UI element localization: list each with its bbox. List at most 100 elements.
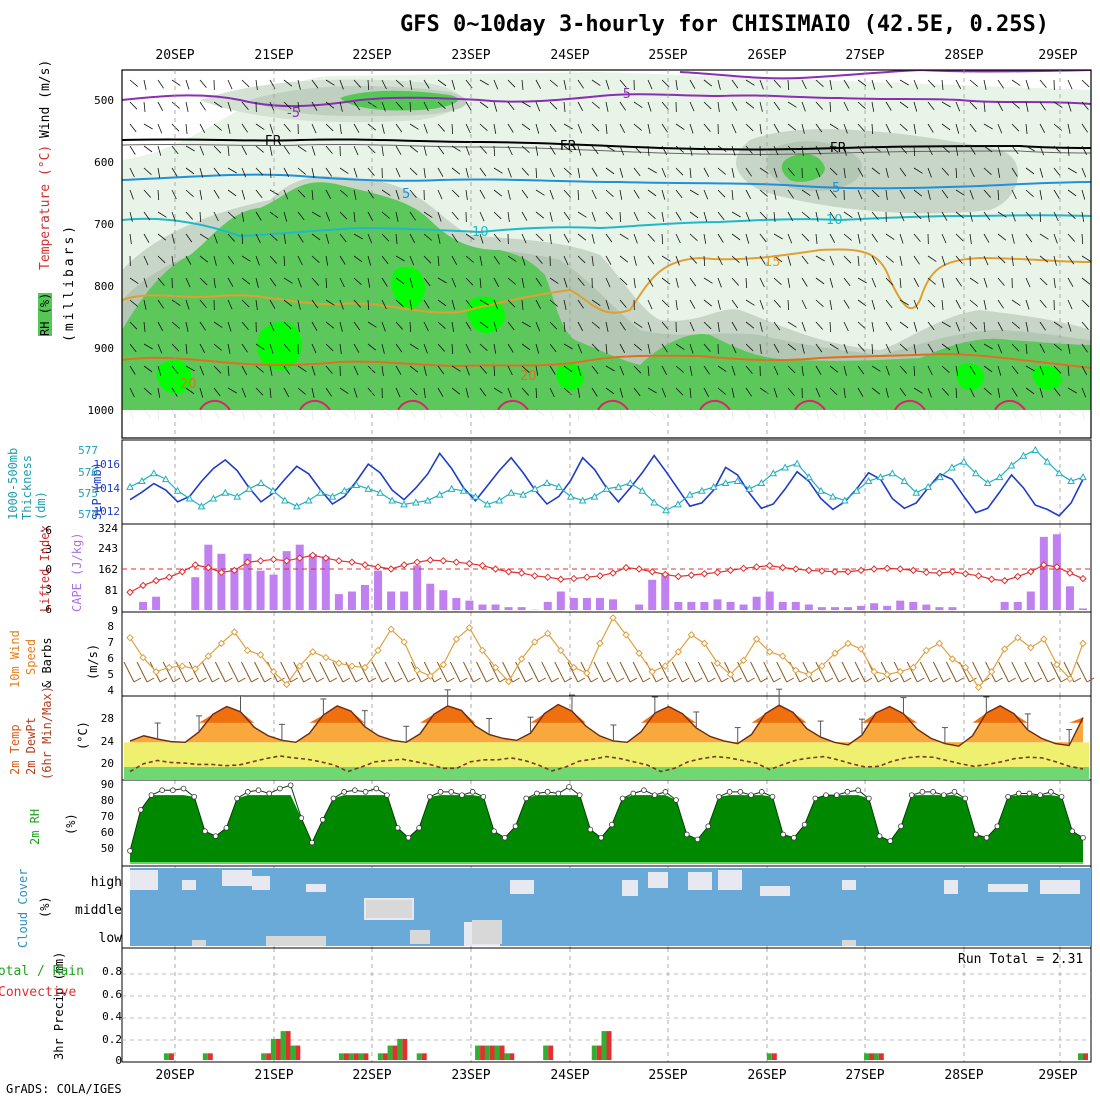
wind-speed-point-20 [387,625,395,633]
upper-barb-327 [843,167,846,178]
upper-barb-119 [829,101,832,113]
upper-barb-49 [815,79,824,87]
cape-bar-63 [948,607,957,610]
upper-barb-752 [997,299,1004,309]
rh-point-67 [844,789,851,795]
footer-credit: GrADS: COLA/IGES [6,1082,122,1096]
upper-barb-456 [717,211,725,221]
contour-label-3: FR [830,141,847,156]
upper-barb-276 [129,167,135,178]
rh-point-30 [448,789,455,795]
upper-barb-701 [283,299,293,307]
upper-barb-339 [1011,167,1018,177]
lifted-index-point-44 [700,570,709,578]
lifted-index-point-0 [126,588,134,596]
upper-barb-437 [451,211,459,220]
upper-barb-907 [269,365,273,376]
wind-barb-flag-7 [225,677,233,683]
upper-barb-470 [913,211,922,220]
wind-barb-flag-19 [381,677,390,683]
upper-barb-328 [857,167,864,177]
upper-barb-322 [773,167,778,178]
upper-barb-797 [661,321,669,330]
upper-barb-871 [731,343,737,354]
thickness-point-2 [149,469,158,477]
upper-barb-567 [339,255,346,265]
cape-bar-54 [830,607,839,610]
upper-barb-172 [605,123,608,134]
cape-bar-45 [713,599,722,610]
upper-barb-896 [1081,343,1088,353]
wind-barb-flag-31 [538,677,546,683]
upper-barb-136 [1067,101,1072,112]
cape-bar-49 [765,591,774,610]
lifted-index-point-62 [935,569,944,577]
upper-barb-932 [619,365,625,376]
upper-barb-174 [633,123,642,131]
upper-barb-107 [661,101,669,110]
upper-barb-436 [437,211,442,222]
upper-barb-857 [535,343,540,354]
upper-barb-260 [871,145,881,152]
upper-barb-1030 [1025,387,1035,395]
upper-barb-25 [479,79,489,86]
upper-barb-843 [339,343,342,354]
upper-barb-125 [913,101,918,112]
upper-barb-828 [129,343,137,353]
upper-barb-443 [535,211,545,219]
upper-barb-12 [297,79,301,90]
upper-barb-606 [885,255,894,263]
rh-point-24 [384,792,390,798]
upper-barb-839 [283,343,291,352]
upper-barb-92 [451,101,455,112]
upper-barb-715 [479,299,489,306]
upper-barb-300 [465,167,469,178]
upper-barb-649 [521,277,525,288]
upper-barb-298 [437,167,444,177]
wind-speed-point-31 [530,638,539,646]
upper-barb-39 [675,79,678,90]
upper-barb-111 [717,101,720,112]
upper-barb-763 [185,321,189,332]
upper-barb-221 [325,145,333,154]
wind-barb-26 [462,661,474,683]
upper-barb-722 [577,299,584,309]
lifted-index-point-1 [139,581,147,590]
upper-barb-295 [395,167,401,178]
upper-barb-234 [507,145,513,156]
upper-barb-321 [759,167,769,174]
upper-barb-35 [619,79,627,88]
upper-barb-303 [507,167,512,178]
upper-barb-619 [1067,255,1075,265]
upper-barb-563 [283,255,286,267]
upper-barb-218 [283,145,290,155]
lifted-index-point-16 [335,557,343,565]
upper-barb-71 [157,101,164,112]
upper-barb-158 [409,123,419,130]
upper-barb-208 [143,145,153,153]
upper-barb-952 [899,365,907,374]
upper-barb-76 [227,101,232,112]
wind-barb-63 [946,661,957,683]
wind-barb-73 [1076,661,1088,683]
li-tick-2: 0 [45,563,52,576]
upper-barb-549 [1053,233,1058,244]
upper-barb-109 [689,101,695,112]
cape-bar-48 [752,596,761,610]
upper-barb-402 [927,189,931,200]
lifted-index-point-38 [622,563,630,572]
precip-conv-bar-49 [606,1031,612,1060]
thickness-point-74 [1007,461,1016,469]
upper-barb-454 [689,211,699,219]
upper-barb-496 [311,233,321,241]
lifted-index-point-61 [922,568,931,577]
temp-tick-2: 20 [101,757,114,770]
wind-barb-61 [919,661,931,683]
upper-barb-539 [913,233,921,242]
upper-barb-753 [1011,299,1021,306]
upper-barb-735 [759,299,764,310]
upper-barb-160 [437,123,445,132]
upper-barb-744 [885,299,893,309]
upper-barb-792 [591,321,600,329]
upper-barb-182 [745,123,754,132]
